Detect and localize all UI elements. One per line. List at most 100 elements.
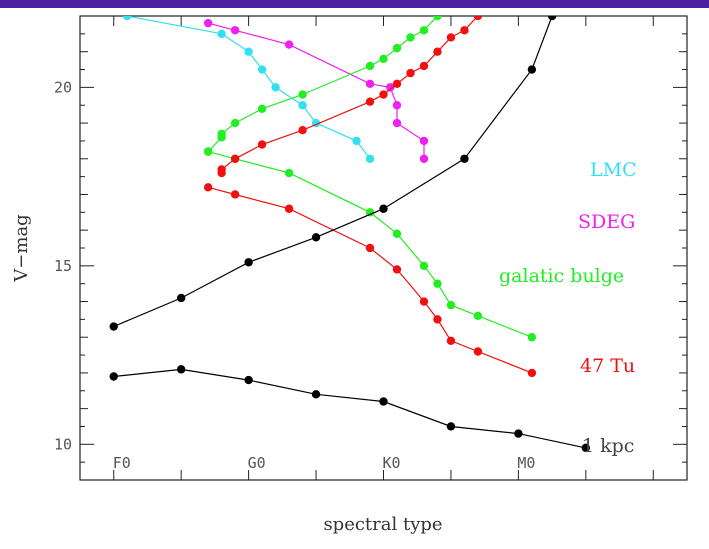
data-point-galatic-bulge <box>365 208 375 217</box>
data-point-47-tu <box>392 79 402 89</box>
data-point-47-tu <box>446 33 456 42</box>
data-point-47-tu <box>203 183 213 192</box>
data-point-galatic-bulge <box>257 104 267 114</box>
top-border-bar <box>0 0 709 8</box>
data-point-galatic-bulge <box>203 147 213 156</box>
data-point-lmc <box>244 47 253 56</box>
data-point-47-tu <box>298 126 307 135</box>
series-group <box>109 16 591 453</box>
series-47-tu <box>217 16 483 178</box>
legend-label-galatic-bulge: galatic bulge <box>499 265 624 287</box>
data-point-1-kpc <box>176 293 186 303</box>
data-point-47-tu <box>230 190 240 199</box>
data-point-galatic-bulge <box>379 54 388 64</box>
data-point-1-kpc <box>311 390 321 399</box>
data-point-lmc <box>217 29 226 39</box>
data-point-47-tu <box>433 47 442 56</box>
data-point-47-tu <box>257 140 267 149</box>
series-line-47-tu <box>221 16 479 173</box>
data-point-47-tu <box>527 368 537 378</box>
legend-label-47-tu: 47 Tu <box>580 355 635 377</box>
data-point-sdeg <box>203 18 213 28</box>
data-point-1-kpc <box>547 16 557 21</box>
series-line-1-kpc <box>113 368 586 449</box>
series-1-kpc <box>109 365 591 453</box>
x-axis-title: spectral type <box>323 514 442 535</box>
data-point-47-tu <box>379 90 388 99</box>
y-tick-label: 20 <box>54 78 72 96</box>
data-point-lmc <box>271 83 280 92</box>
series-galatic-bulge <box>203 16 442 156</box>
data-point-galatic-bulge <box>298 90 307 99</box>
legend-label-lmc: LMC <box>590 159 637 181</box>
data-point-47-tu <box>460 26 469 35</box>
legend: LMC SDEG galatic bulge 47 Tu 1 kpc <box>499 159 637 457</box>
series-line-galatic-bulge <box>207 151 533 338</box>
data-point-lmc <box>298 101 307 110</box>
data-point-1-kpc <box>460 154 469 163</box>
data-point-sdeg <box>419 154 429 163</box>
data-point-lmc <box>257 65 267 74</box>
data-point-galatic-bulge <box>406 33 415 42</box>
data-point-1-kpc <box>176 365 186 374</box>
legend-label-1-kpc: 1 kpc <box>582 435 634 457</box>
x-tick-label: K0 <box>382 454 400 472</box>
series-line-47-tu <box>207 186 533 374</box>
data-point-47-tu <box>433 315 442 324</box>
axis-ticks <box>80 15 687 480</box>
data-point-47-tu <box>473 347 483 356</box>
data-point-galatic-bulge <box>419 261 429 271</box>
data-point-galatic-bulge <box>217 129 226 138</box>
data-point-galatic-bulge <box>392 229 402 238</box>
data-point-1-kpc <box>311 233 321 242</box>
data-point-1-kpc <box>244 375 253 385</box>
data-point-galatic-bulge <box>284 168 294 178</box>
x-tick-label: G0 <box>248 454 266 472</box>
x-tick-label: F0 <box>113 454 131 472</box>
data-point-galatic-bulge <box>419 26 429 35</box>
data-point-47-tu <box>217 165 226 174</box>
data-point-1-kpc <box>446 422 456 431</box>
data-point-47-tu <box>365 243 375 253</box>
data-point-47-tu <box>419 61 429 71</box>
data-point-1-kpc <box>109 322 118 331</box>
data-point-lmc <box>352 136 361 146</box>
y-tick-label: 10 <box>54 435 72 453</box>
data-point-galatic-bulge <box>365 61 375 71</box>
data-point-47-tu <box>419 297 429 306</box>
data-point-sdeg <box>230 26 240 35</box>
data-point-sdeg <box>284 40 294 49</box>
data-point-47-tu <box>365 97 375 106</box>
data-point-galatic-bulge <box>473 311 483 321</box>
data-point-lmc <box>123 16 132 21</box>
data-point-galatic-bulge <box>446 300 456 310</box>
data-point-47-tu <box>230 154 240 163</box>
data-point-1-kpc <box>514 429 523 438</box>
data-point-sdeg <box>419 136 429 146</box>
tick-labels: F0 G0 K0 M0 10 15 20 <box>54 78 535 472</box>
data-point-47-tu <box>284 204 294 213</box>
series-line-lmc <box>127 16 371 160</box>
data-point-1-kpc <box>581 443 591 453</box>
data-point-sdeg <box>392 101 402 110</box>
series-galatic-bulge <box>203 147 537 342</box>
data-point-galatic-bulge <box>392 43 402 53</box>
y-tick-label: 15 <box>54 257 72 275</box>
data-point-sdeg <box>392 118 402 128</box>
data-point-47-tu <box>446 336 456 345</box>
data-point-1-kpc <box>379 397 388 406</box>
series-line-1-kpc <box>113 16 553 328</box>
data-point-47-tu <box>392 265 402 274</box>
data-point-galatic-bulge <box>433 279 442 288</box>
y-axis-title: V−mag <box>11 214 32 282</box>
data-point-47-tu <box>473 16 483 21</box>
series-sdeg <box>203 18 429 163</box>
series-1-kpc <box>109 16 557 331</box>
data-point-1-kpc <box>244 258 253 267</box>
data-point-1-kpc <box>527 65 537 74</box>
series-47-tu <box>203 183 537 378</box>
series-line-galatic-bulge <box>207 16 438 153</box>
data-point-galatic-bulge <box>433 16 442 21</box>
data-point-lmc <box>365 154 375 163</box>
data-point-1-kpc <box>109 372 118 381</box>
